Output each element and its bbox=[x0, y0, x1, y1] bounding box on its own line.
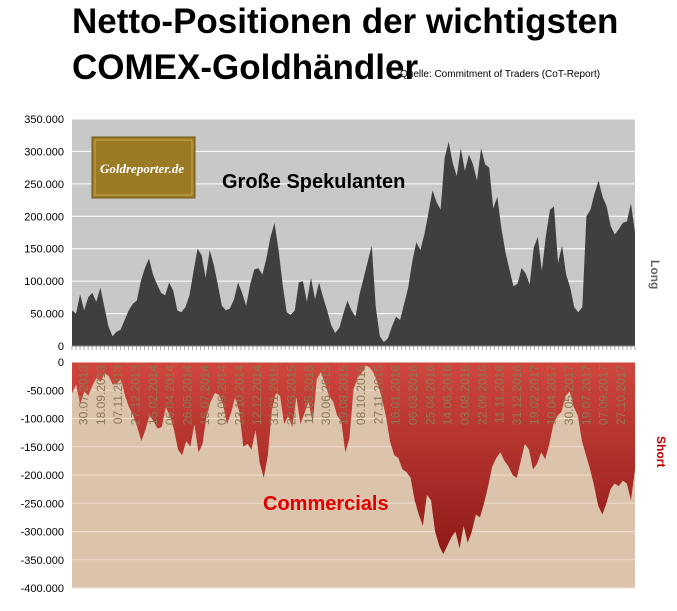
logo-text: Goldreporter.de bbox=[100, 161, 184, 176]
speculators-area bbox=[72, 141, 635, 346]
lower-y-tick-label: -400.000 bbox=[21, 583, 64, 595]
upper-y-tick-label: 350.000 bbox=[24, 114, 64, 126]
x-axis-label: 07.09.2017 bbox=[597, 365, 611, 425]
x-axis-label: 03.09.2014 bbox=[215, 365, 229, 425]
chart-title-line1: Netto-Positionen der wichtigsten bbox=[72, 2, 619, 41]
x-axis-label: 14.06.2016 bbox=[441, 365, 455, 425]
upper-y-tick-label: 50.000 bbox=[30, 309, 64, 321]
x-axis-label: 08.10.2015 bbox=[354, 365, 368, 425]
upper-y-axis: 350.000 300.000 250.000 200.000 150.000 100.0… bbox=[24, 114, 64, 353]
x-axis-label: 19.02.2017 bbox=[527, 365, 541, 425]
upper-y-tick-label: 300.000 bbox=[24, 146, 64, 158]
x-axis-label: 10.04.2017 bbox=[545, 365, 559, 425]
x-axis-label: 07.11.2013 bbox=[111, 365, 125, 424]
lower-y-tick-label: -50.000 bbox=[27, 385, 64, 397]
x-axis-labels: 30.07.2013 18.09.2013 07.11.2013 27.12.2013… bbox=[76, 365, 628, 425]
x-axis-label: 19.07.2017 bbox=[579, 365, 593, 425]
x-axis-label: 15.02.2014 bbox=[146, 365, 160, 425]
x-axis-label: 19.08.2015 bbox=[337, 365, 351, 425]
x-axis-label: 25.04.2016 bbox=[423, 365, 437, 425]
x-axis-label: 31.12.2016 bbox=[510, 365, 524, 425]
lower-y-axis: 0 -50.000 -100.000 -150.000 -200.000 -250.000… bbox=[21, 357, 64, 595]
lower-y-tick-label: -350.000 bbox=[21, 555, 64, 567]
x-axis-label: 11.11.2016 bbox=[493, 365, 507, 424]
x-axis-label: 06.03.2016 bbox=[406, 365, 420, 425]
x-axis-label: 27.11.2015 bbox=[371, 365, 385, 424]
x-axis-label: 31.01.2015 bbox=[267, 365, 281, 425]
x-axis-label: 26.05.2014 bbox=[181, 365, 195, 425]
x-axis-label: 15.07.2014 bbox=[198, 365, 212, 425]
x-axis-label: 30.05.2017 bbox=[562, 365, 576, 425]
goldreporter-logo: Goldreporter.de bbox=[91, 136, 196, 199]
chart-source-note: Quelle: Commitment of Traders (CoT-Repor… bbox=[400, 69, 601, 80]
x-axis-label: 23.10.2014 bbox=[233, 365, 247, 425]
x-axis-label: 16.01.2016 bbox=[389, 365, 403, 425]
upper-y-tick-label: 0 bbox=[58, 341, 64, 353]
lower-y-tick-label: 0 bbox=[58, 357, 64, 369]
speculators-label: Große Spekulanten bbox=[222, 171, 405, 193]
lower-y-tick-label: -200.000 bbox=[21, 470, 64, 482]
x-axis-label: 22.03.2015 bbox=[285, 365, 299, 425]
short-side-label: Short bbox=[654, 436, 668, 467]
x-axis-label: 06.04.2014 bbox=[163, 365, 177, 425]
x-axis-label: 03.08.2016 bbox=[458, 365, 472, 425]
upper-y-tick-label: 100.000 bbox=[24, 276, 64, 288]
x-axis-label: 30.06.2015 bbox=[319, 365, 333, 425]
chart-title-line2: COMEX-Goldhändler bbox=[72, 48, 419, 87]
x-axis-label: 27.10.2017 bbox=[614, 365, 628, 425]
upper-y-tick-label: 150.000 bbox=[24, 244, 64, 256]
x-axis-label: 27.12.2013 bbox=[128, 365, 142, 425]
x-axis-label: 30.07.2013 bbox=[76, 365, 90, 425]
x-axis-label: 12.12.2014 bbox=[250, 365, 264, 425]
lower-y-tick-label: -250.000 bbox=[21, 498, 64, 510]
upper-y-tick-label: 200.000 bbox=[24, 211, 64, 223]
long-side-label: Long bbox=[648, 260, 662, 289]
upper-y-tick-label: 250.000 bbox=[24, 179, 64, 191]
x-axis-label: 18.09.2013 bbox=[94, 365, 108, 425]
commercials-label: Commercials bbox=[263, 493, 389, 515]
x-axis-label: 22.09.2016 bbox=[475, 365, 489, 425]
lower-y-tick-label: -300.000 bbox=[21, 527, 64, 539]
lower-y-tick-label: -150.000 bbox=[21, 442, 64, 454]
x-axis-label: 11.05.2015 bbox=[302, 365, 316, 424]
x-axis-ticks bbox=[71, 346, 636, 350]
lower-y-tick-label: -100.000 bbox=[21, 414, 64, 426]
commercials-area bbox=[72, 362, 635, 555]
